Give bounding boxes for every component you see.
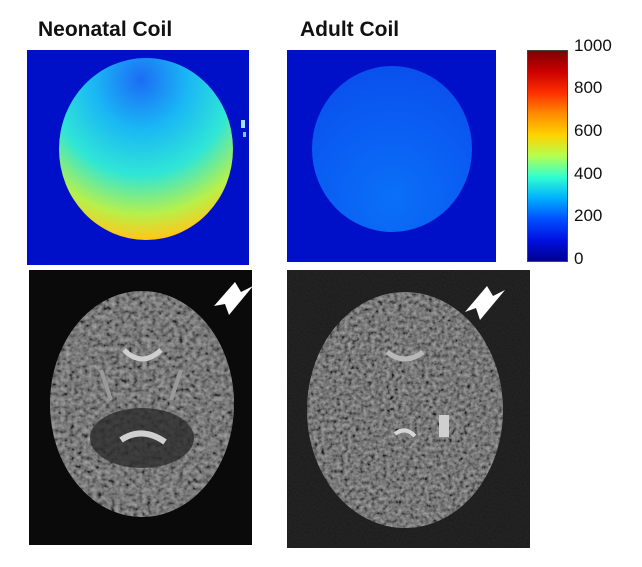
- colorbar-tick-400: 400: [574, 164, 603, 183]
- adult-coil-map: [287, 50, 496, 262]
- adult-mri-image: [287, 270, 530, 548]
- neonatal-coil-map: [27, 50, 249, 265]
- neonatal-mri-image: [29, 270, 252, 545]
- colorbar: [527, 50, 568, 262]
- white-arrow-icon: [214, 282, 252, 315]
- adult-coil-title: Adult Coil: [300, 18, 400, 41]
- neonatal-coil-title: Neonatal Coil: [38, 18, 173, 41]
- colorbar-tick-1000: 1000: [574, 36, 612, 55]
- colorbar-tick-800: 800: [574, 78, 603, 97]
- colorbar-tick-0: 0: [574, 249, 584, 268]
- white-arrow-icon: [465, 286, 505, 320]
- colorbar-tick-600: 600: [574, 121, 603, 140]
- colorbar-tick-200: 200: [574, 206, 603, 225]
